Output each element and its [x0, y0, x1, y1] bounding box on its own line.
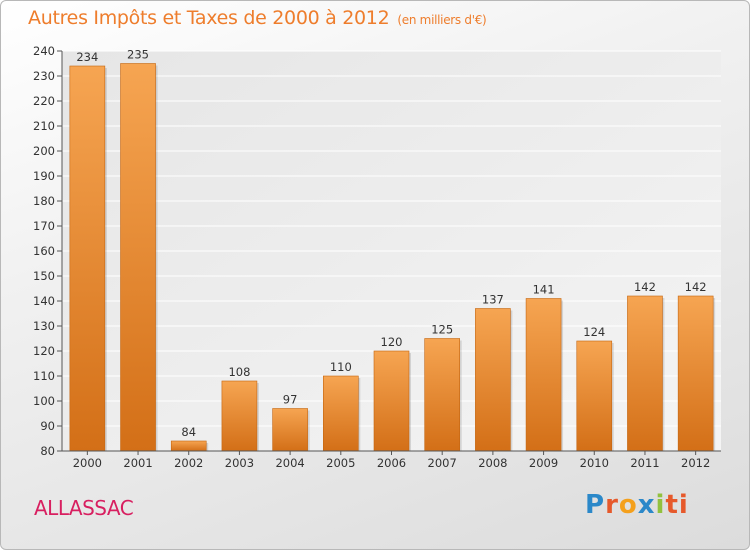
data-label: 120: [381, 335, 403, 349]
data-label: 97: [283, 393, 298, 407]
y-tick-label: 170: [33, 219, 55, 233]
bar: [627, 295, 663, 452]
y-tick-label: 90: [40, 419, 55, 433]
bar: [323, 375, 359, 452]
logo-letter: r: [605, 490, 619, 520]
y-tick-label: 110: [33, 369, 55, 383]
logo-letter: P: [585, 490, 606, 520]
bar: [373, 350, 410, 452]
y-tick-label: 210: [33, 119, 55, 133]
y-tick-label: 140: [33, 294, 55, 308]
bar: [272, 408, 308, 452]
y-tick-label: 190: [33, 169, 55, 183]
bar: [475, 308, 511, 452]
bars: [69, 63, 716, 452]
proxiti-logo: Proxiti: [585, 490, 689, 520]
y-tick-label: 80: [40, 444, 55, 458]
x-tick-label: 2002: [174, 456, 203, 470]
x-tick-label: 2004: [275, 456, 304, 470]
bar: [677, 295, 714, 452]
x-tick-label: 2011: [630, 456, 659, 470]
bar: [120, 63, 156, 452]
data-label: 141: [533, 283, 555, 297]
logo-letter: i: [655, 490, 666, 520]
y-tick-label: 180: [33, 194, 55, 208]
x-tick-label: 2008: [478, 456, 507, 470]
data-label: 235: [127, 48, 149, 62]
x-axis-ticks: 2000 2001 2002 2003 2004 2005 2006 2007 2008 2009…: [73, 451, 710, 470]
x-tick-label: 2003: [225, 456, 254, 470]
x-tick-label: 2000: [73, 456, 102, 470]
data-label: 110: [330, 360, 352, 374]
x-tick-label: 2001: [123, 456, 152, 470]
data-labels: 234 235 84 108 97 110 120 125 137 141 124 142 142: [76, 48, 706, 440]
x-tick-label: 2010: [580, 456, 609, 470]
x-tick-label: 2006: [377, 456, 406, 470]
y-tick-label: 240: [33, 44, 55, 58]
logo-letter: ti: [665, 490, 689, 520]
data-label: 125: [431, 323, 453, 337]
x-tick-label: 2005: [326, 456, 355, 470]
logo-letter: o: [618, 490, 638, 520]
data-label: 142: [685, 280, 707, 294]
y-tick-label: 160: [33, 244, 55, 258]
data-label: 124: [583, 325, 605, 339]
data-label: 108: [228, 365, 250, 379]
data-label: 137: [482, 293, 504, 307]
y-tick-label: 100: [33, 394, 55, 408]
y-tick-label: 200: [33, 144, 55, 158]
y-tick-label: 150: [33, 269, 55, 283]
data-label: 234: [76, 50, 98, 64]
chart-title: Autres Impôts et Taxes de 2000 à 2012 (en…: [28, 7, 487, 29]
place-name: ALLASSAC: [34, 496, 134, 520]
logo-letter: x: [637, 490, 656, 520]
bar: [576, 340, 613, 452]
y-axis-ticks: 80 90 100 110 120 130 140 150 160 170 180 190 200 210…: [33, 44, 62, 458]
data-label: 142: [634, 280, 656, 294]
y-tick-label: 230: [33, 69, 55, 83]
x-tick-label: 2009: [529, 456, 558, 470]
bar: [221, 380, 258, 452]
x-tick-label: 2012: [681, 456, 710, 470]
bar: [69, 65, 106, 452]
bar: [424, 338, 460, 452]
y-tick-label: 130: [33, 319, 55, 333]
data-label: 84: [181, 425, 196, 439]
y-tick-label: 220: [33, 94, 55, 108]
bar: [525, 298, 562, 452]
bar: [170, 440, 207, 452]
chart-unit: (en milliers d'€): [397, 13, 487, 27]
y-tick-label: 120: [33, 344, 55, 358]
chart-title-text: Autres Impôts et Taxes de 2000 à 2012: [28, 7, 390, 29]
x-tick-label: 2007: [428, 456, 457, 470]
